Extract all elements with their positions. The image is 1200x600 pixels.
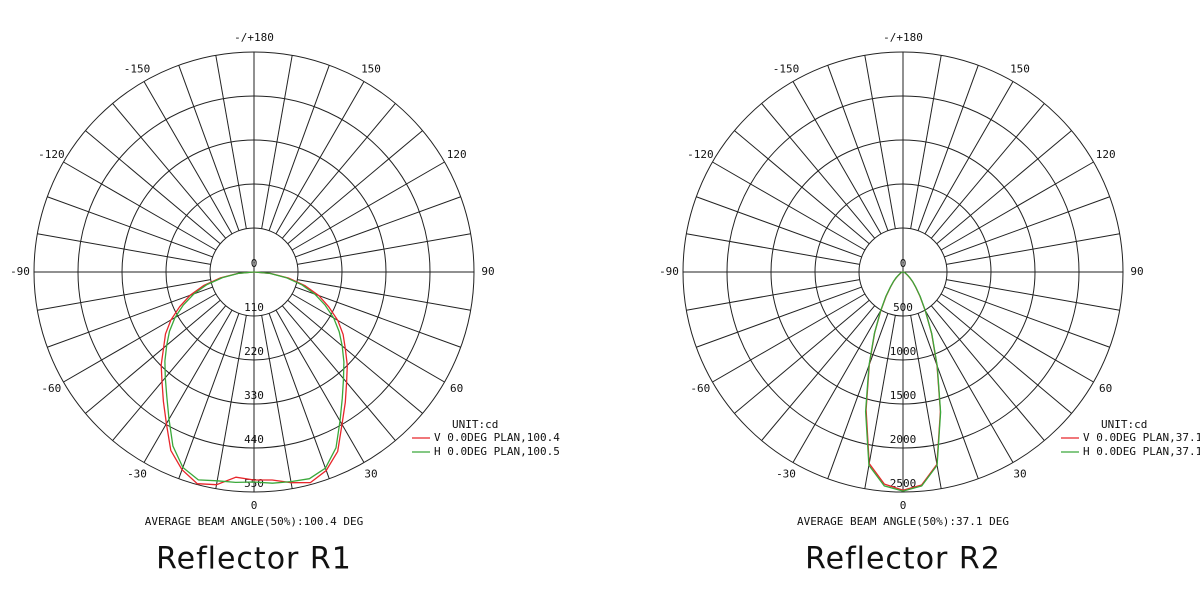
theta-tick-label: -150 — [124, 62, 151, 75]
theta-tick-label: 0 — [251, 499, 258, 512]
theta-tick-label: -/+180 — [883, 31, 923, 44]
theta-tick-label: 60 — [1099, 382, 1112, 395]
theta-tick-label: -30 — [127, 468, 147, 481]
ring — [814, 183, 992, 361]
r-tick-label: 1500 — [890, 389, 917, 402]
beam-note: AVERAGE BEAM ANGLE(50%):100.4 DEG — [145, 515, 364, 528]
ring — [726, 95, 1080, 449]
r-tick-label: 0 — [900, 257, 907, 270]
ring — [209, 227, 299, 317]
ring — [682, 51, 1124, 493]
theta-tick-label: -150 — [773, 62, 800, 75]
theta-tick-label: 90 — [481, 265, 494, 278]
ring — [121, 139, 387, 405]
r-tick-label: 500 — [893, 301, 913, 314]
curve — [164, 271, 345, 484]
theta-tick-label: 90 — [1130, 265, 1143, 278]
theta-tick-label: -60 — [690, 382, 710, 395]
r-tick-label: 2500 — [890, 477, 917, 490]
theta-tick-label: -90 — [10, 265, 30, 278]
legend-label: H 0.0DEG PLAN,37.1 — [1083, 445, 1200, 458]
unit-label: UNIT:cd — [452, 418, 498, 431]
r-tick-label: 1000 — [890, 345, 917, 358]
theta-tick-label: -30 — [776, 468, 796, 481]
ring — [858, 227, 948, 317]
ring — [165, 183, 343, 361]
caption: Reflector R1 — [156, 542, 352, 577]
theta-tick-label: 120 — [447, 148, 467, 161]
theta-tick-label: 120 — [1096, 148, 1116, 161]
theta-tick-label: 150 — [1010, 62, 1030, 75]
legend-label: H 0.0DEG PLAN,100.5 — [434, 445, 560, 458]
unit-label: UNIT:cd — [1101, 418, 1147, 431]
r-tick-label: 0 — [251, 257, 258, 270]
r-tick-label: 2000 — [890, 433, 917, 446]
caption: Reflector R2 — [805, 542, 1001, 577]
curve — [864, 271, 942, 492]
theta-tick-label: -60 — [41, 382, 61, 395]
theta-tick-label: -/+180 — [234, 31, 274, 44]
r-tick-label: 110 — [244, 301, 264, 314]
theta-tick-label: 30 — [1013, 468, 1026, 481]
curve — [160, 271, 348, 486]
theta-tick-label: -90 — [659, 265, 679, 278]
r-tick-label: 330 — [244, 389, 264, 402]
theta-tick-label: 150 — [361, 62, 381, 75]
r-tick-label: 440 — [244, 433, 264, 446]
theta-tick-label: 0 — [900, 499, 907, 512]
ring — [770, 139, 1036, 405]
ring — [33, 51, 475, 493]
beam-note: AVERAGE BEAM ANGLE(50%):37.1 DEG — [797, 515, 1009, 528]
ring — [77, 95, 431, 449]
theta-tick-label: 30 — [364, 468, 377, 481]
r-tick-label: 220 — [244, 345, 264, 358]
legend-label: V 0.0DEG PLAN,37.1 — [1083, 431, 1200, 444]
theta-tick-label: 60 — [450, 382, 463, 395]
legend-label: V 0.0DEG PLAN,100.4 — [434, 431, 560, 444]
theta-tick-label: -120 — [687, 148, 714, 161]
theta-tick-label: -120 — [38, 148, 65, 161]
